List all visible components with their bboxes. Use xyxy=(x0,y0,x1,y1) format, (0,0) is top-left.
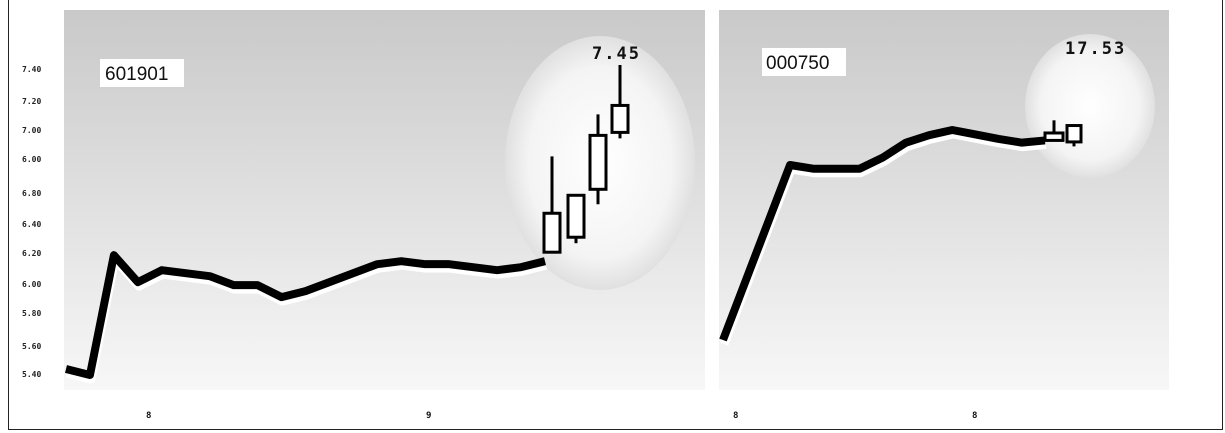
y-tick-label: 6.80 xyxy=(22,189,41,198)
y-tick-label: 6.00 xyxy=(22,155,41,164)
y-tick-label: 5.80 xyxy=(22,309,41,318)
y-tick-label: 7.40 xyxy=(22,65,41,74)
price-line xyxy=(65,251,546,379)
y-axis-ticks: 7.40 7.20 7.00 6.00 6.80 6.40 6.20 6.00 5.80 5.60… xyxy=(22,65,41,379)
chart-frame xyxy=(8,0,1223,430)
candle-body xyxy=(588,133,608,191)
candle-body xyxy=(1043,131,1065,142)
series-right xyxy=(719,120,1083,346)
x-tick-label: 8 xyxy=(146,411,151,421)
y-tick-label: 6.00 xyxy=(22,280,41,289)
code-label-right: 000750 xyxy=(766,53,829,74)
candle-body xyxy=(542,211,562,254)
highlight-ellipse-right xyxy=(1025,34,1155,178)
series-left xyxy=(65,65,630,384)
candle-body xyxy=(566,193,586,239)
price-label-right: 17.53 xyxy=(1065,39,1126,59)
y-tick-label: 5.60 xyxy=(22,342,41,351)
price-line xyxy=(719,126,1046,342)
price-label-left: 7.45 xyxy=(592,44,641,64)
candle-body xyxy=(610,103,630,134)
x-tick-label: 8 xyxy=(733,411,738,421)
code-label-left: 601901 xyxy=(105,64,168,85)
x-axis-ticks: 8 9 8 8 xyxy=(146,411,977,421)
candle-body xyxy=(1065,124,1083,144)
y-tick-label: 6.40 xyxy=(22,220,41,229)
x-tick-label: 9 xyxy=(426,411,431,421)
y-tick-label: 5.40 xyxy=(22,370,41,379)
y-tick-label: 6.20 xyxy=(22,249,41,258)
code-label-right-box xyxy=(762,48,846,76)
code-label-left-box xyxy=(100,59,184,87)
y-tick-label: 7.20 xyxy=(22,97,41,106)
y-tick-label: 7.00 xyxy=(22,126,41,135)
x-tick-label: 8 xyxy=(972,411,977,421)
